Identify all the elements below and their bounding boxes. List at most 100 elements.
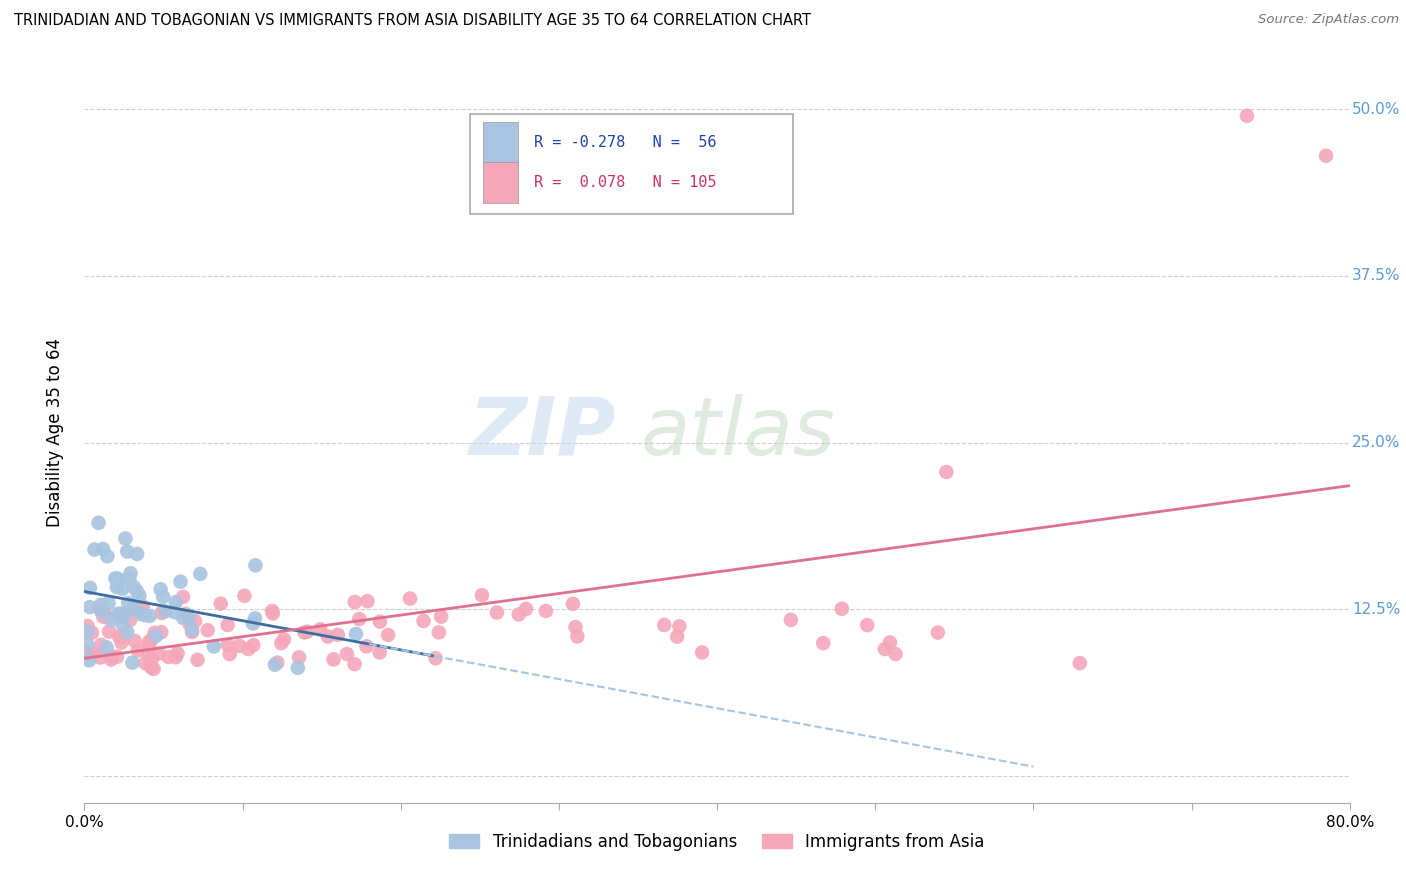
Point — [172, 611, 194, 625]
Point — [427, 625, 450, 640]
Point — [287, 661, 309, 675]
Point — [831, 602, 853, 616]
Point — [111, 617, 134, 632]
Point — [114, 532, 136, 546]
Point — [165, 595, 187, 609]
Point — [322, 652, 344, 666]
Point — [112, 611, 135, 625]
Point — [152, 590, 174, 604]
Point — [177, 611, 200, 625]
Point — [243, 611, 266, 625]
Point — [377, 628, 399, 642]
Point — [343, 657, 366, 672]
Point — [228, 639, 250, 653]
Point — [412, 614, 434, 628]
Point — [105, 580, 128, 594]
Point — [76, 647, 98, 661]
Point — [87, 516, 110, 530]
Point — [145, 629, 167, 643]
Text: 12.5%: 12.5% — [1353, 602, 1400, 617]
Point — [184, 614, 207, 628]
Point — [181, 624, 204, 639]
Point — [79, 581, 101, 595]
Point — [96, 549, 118, 564]
Point — [90, 604, 112, 618]
Point — [120, 613, 142, 627]
Point — [77, 653, 100, 667]
Point — [107, 572, 129, 586]
Point — [288, 650, 311, 665]
Text: atlas: atlas — [641, 393, 837, 472]
Point — [262, 607, 284, 621]
Point — [273, 632, 295, 647]
Point — [873, 642, 896, 657]
Point — [534, 604, 557, 618]
Point — [218, 647, 240, 661]
Point — [138, 635, 160, 649]
Point — [129, 607, 152, 621]
Point — [134, 656, 156, 670]
Point — [122, 601, 145, 615]
Point — [1315, 149, 1337, 163]
Point — [124, 633, 146, 648]
Point — [138, 647, 160, 661]
Text: 37.5%: 37.5% — [1353, 268, 1400, 284]
Point — [107, 607, 129, 621]
Point — [690, 645, 713, 659]
Point — [309, 623, 332, 637]
Point — [134, 608, 156, 623]
Point — [316, 630, 339, 644]
Point — [124, 604, 146, 618]
Point — [118, 571, 141, 585]
Point — [508, 607, 530, 622]
Point — [336, 647, 359, 661]
Point — [188, 566, 211, 581]
Point — [169, 574, 191, 589]
Point — [90, 598, 112, 612]
Point — [935, 465, 957, 479]
Point — [561, 597, 583, 611]
Point — [163, 605, 186, 619]
Point — [127, 547, 149, 561]
Point — [91, 603, 114, 617]
Point — [110, 630, 132, 644]
Point — [148, 647, 170, 661]
Point — [89, 650, 111, 665]
Point — [79, 600, 101, 615]
Point — [138, 609, 160, 624]
Point — [149, 582, 172, 597]
Point — [76, 624, 98, 639]
Point — [266, 656, 288, 670]
Point — [98, 624, 121, 639]
Point — [1236, 109, 1258, 123]
Point — [245, 558, 267, 573]
Point — [515, 602, 537, 616]
Point — [326, 628, 349, 642]
Point — [179, 617, 201, 632]
Point — [91, 541, 114, 556]
Point — [567, 630, 589, 644]
Point — [150, 606, 173, 620]
Point — [197, 624, 219, 638]
Point — [100, 613, 122, 627]
Point — [76, 638, 98, 652]
Point — [125, 584, 148, 599]
Point — [217, 638, 239, 652]
Point — [264, 657, 287, 672]
Legend: Trinidadians and Tobagonians, Immigrants from Asia: Trinidadians and Tobagonians, Immigrants… — [443, 826, 991, 857]
Text: R = -0.278   N =  56: R = -0.278 N = 56 — [534, 135, 716, 150]
Point — [127, 643, 149, 657]
Point — [368, 615, 391, 629]
Point — [142, 662, 165, 676]
Point — [131, 599, 153, 614]
Point — [112, 607, 135, 621]
Point — [666, 630, 689, 644]
Point — [96, 640, 118, 655]
Point — [120, 566, 142, 581]
Point — [97, 596, 120, 610]
Point — [105, 572, 128, 586]
Point — [108, 607, 131, 622]
Point — [110, 635, 132, 649]
Point — [652, 618, 675, 632]
Point — [90, 638, 112, 652]
